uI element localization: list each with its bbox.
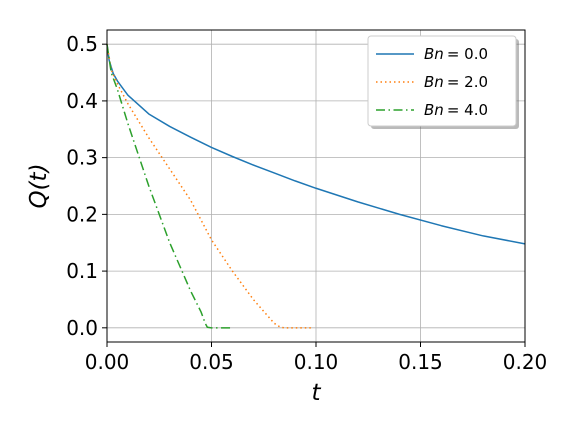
y-tick-label: 0.0 (66, 316, 98, 340)
legend-value: = 4.0 (447, 101, 488, 119)
legend-label-3: Bn = 4.0 (424, 101, 488, 119)
y-tick-label: 0.5 (66, 32, 98, 56)
legend-variable: Bn (424, 73, 444, 91)
x-tick-label: 0.10 (294, 350, 339, 374)
legend-value: = 0.0 (447, 45, 488, 63)
axis-ticks: 0.00 0.05 0.10 0.15 0.20 0.0 0.1 0.2 0.3 0.4 0.5 (66, 32, 547, 374)
y-tick-label: 0.4 (66, 89, 98, 113)
series-line-2 (106, 44, 312, 329)
y-tick-label: 0.1 (66, 259, 98, 283)
series-line-3 (106, 44, 233, 329)
legend-box (367, 35, 517, 127)
x-axis-label: t (311, 380, 321, 406)
x-tick-label: 0.05 (189, 350, 234, 374)
y-tick-label: 0.2 (66, 202, 98, 226)
x-tick-label: 0.00 (85, 350, 130, 374)
y-axis-label: Q(t) (26, 163, 52, 208)
legend-variable: Bn (424, 101, 444, 119)
legend: Bn = 0.0Bn = 2.0Bn = 4.0 (367, 35, 519, 129)
plot-series (106, 44, 526, 329)
legend-value: = 2.0 (447, 73, 488, 91)
series-line-1 (106, 44, 526, 245)
legend-label-1: Bn = 0.0 (424, 45, 488, 63)
x-tick-label: 0.15 (398, 350, 443, 374)
y-tick-label: 0.3 (66, 146, 98, 170)
legend-label-2: Bn = 2.0 (424, 73, 488, 91)
legend-variable: Bn (424, 45, 444, 63)
x-tick-label: 0.20 (503, 350, 548, 374)
